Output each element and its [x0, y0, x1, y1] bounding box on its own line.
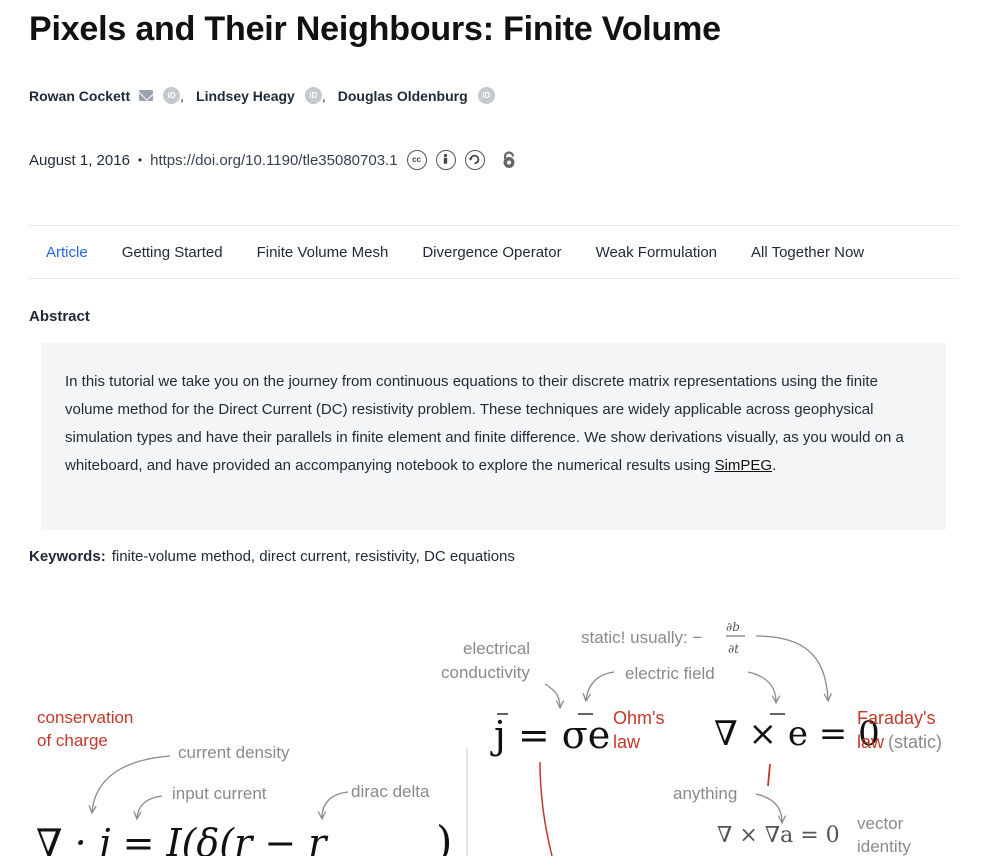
ohms-law-label-2: law [613, 732, 641, 752]
orcid-icon[interactable]: iD [304, 87, 322, 104]
electric-field-label: electric field [625, 664, 715, 683]
mail-icon[interactable] [139, 90, 154, 101]
tab-divergence-operator[interactable]: Divergence Operator [422, 243, 562, 261]
dirac-delta-arrow [322, 791, 349, 818]
abstract-text: In this tutorial we take you on the jour… [65, 368, 922, 480]
meta-separator: • [137, 153, 143, 167]
author-separator: , [321, 87, 326, 104]
author-douglas-oldenburg[interactable]: Douglas Oldenburg iD [338, 87, 495, 104]
author-name[interactable]: Lindsey Heagy [196, 87, 295, 104]
cc-license-icon[interactable]: cc [406, 150, 427, 170]
abstract-end: . [772, 457, 777, 474]
conductivity-arrow [544, 683, 560, 707]
author-separator: , [180, 87, 185, 104]
ohm-equation: j = σe [490, 713, 610, 757]
static-usually-label: static! usually: − [581, 628, 702, 647]
anything-label: anything [673, 784, 737, 803]
author-lindsey-heagy[interactable]: Lindsey Heagy iD [196, 87, 322, 104]
open-access-icon[interactable] [499, 150, 519, 170]
orcid-icon[interactable]: iD [477, 87, 495, 104]
author-list: Rowan Cockett iD , Lindsey Heagy iD , Do… [29, 87, 495, 104]
input-current-label: input current [172, 784, 267, 803]
article-tabs: Article Getting Started Finite Volume Me… [29, 225, 958, 279]
ohms-law-label-1: Ohm's [613, 708, 664, 728]
faraday-equation: ∇ × e = 0 [714, 714, 880, 754]
whiteboard-figure: conservation of charge current density i… [36, 620, 942, 856]
simpeg-link[interactable]: SimPEG [714, 457, 773, 474]
identity-equation: ∇ × ∇a = 0 [717, 823, 840, 848]
tab-finite-volume-mesh[interactable]: Finite Volume Mesh [256, 243, 389, 261]
author-name[interactable]: Rowan Cockett [29, 87, 131, 104]
sa-license-icon[interactable] [464, 150, 485, 170]
conductivity-label-1: electrical [463, 639, 530, 658]
author-name[interactable]: Douglas Oldenburg [337, 87, 468, 104]
frac-denominator: ∂t [728, 642, 739, 656]
current-density-arrow [92, 755, 171, 812]
tab-weak-formulation[interactable]: Weak Formulation [595, 243, 717, 261]
page-title: Pixels and Their Neighbours: Finite Volu… [29, 10, 721, 48]
orcid-icon[interactable]: iD [163, 87, 181, 104]
keywords-value: finite-volume method, direct current, re… [111, 548, 515, 565]
input-current-arrow [137, 795, 163, 818]
vector-identity-label-2: identity [857, 837, 911, 856]
dirac-delta-label: dirac delta [351, 782, 430, 801]
frac-numerator: ∂b [726, 620, 740, 634]
faradays-law-label-2: law (static) [857, 732, 942, 752]
tab-article[interactable]: Article [46, 243, 88, 261]
conductivity-label-2: conductivity [441, 663, 530, 682]
anything-arrow [755, 793, 782, 822]
conservation-label-2: of charge [37, 731, 108, 750]
abstract-box: In this tutorial we take you on the jour… [41, 343, 946, 530]
faraday-connector [767, 763, 771, 787]
by-license-icon[interactable] [435, 150, 456, 170]
doi-link[interactable]: https://doi.org/10.1190/tle35080703.1 [150, 151, 398, 169]
keywords-label: Keywords: [29, 548, 106, 565]
faradays-law-word: law [857, 732, 885, 752]
divergence-equation-paren: ) [436, 817, 452, 856]
vector-identity-label-1: vector [857, 814, 904, 833]
author-rowan-cockett[interactable]: Rowan Cockett iD [29, 87, 181, 104]
static-suffix: (static) [888, 732, 942, 752]
static-arrow [755, 635, 828, 700]
current-density-label: current density [178, 743, 290, 762]
abstract-heading: Abstract [29, 308, 90, 325]
faradays-law-label-1: Faraday's [857, 708, 935, 728]
abstract-body: In this tutorial we take you on the jour… [65, 373, 904, 474]
electric-field-arrow-right [747, 671, 776, 702]
publication-date: August 1, 2016 [29, 151, 130, 169]
tab-getting-started[interactable]: Getting Started [121, 243, 223, 261]
article-meta: August 1, 2016 • https://doi.org/10.1190… [29, 150, 519, 170]
electric-field-arrow-left [586, 671, 615, 700]
conservation-label-1: conservation [37, 708, 133, 727]
ohm-connector [539, 761, 553, 856]
tab-all-together-now[interactable]: All Together Now [751, 243, 865, 261]
divergence-equation: ∇ · j = I(δ(r − r [36, 821, 329, 856]
keywords: Keywords: finite-volume method, direct cu… [29, 548, 515, 565]
